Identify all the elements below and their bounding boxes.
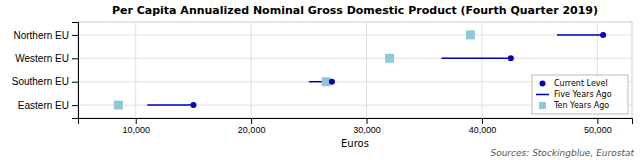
circle-marker <box>600 32 606 38</box>
circle-marker <box>508 55 514 61</box>
y-tick-label: Southern EU <box>12 76 69 87</box>
grid-line-x <box>135 22 136 118</box>
x-axis: 10,000 20,000 30,000 40,000 50,000 <box>79 118 633 135</box>
y-axis-line <box>72 23 79 119</box>
legend-box <box>532 75 628 114</box>
y-tick-mark <box>72 58 78 59</box>
y-axis: Northern EU Western EU Southern EU Eastern … <box>12 23 79 119</box>
segment <box>442 58 511 60</box>
x-tick-mark <box>482 118 483 124</box>
legend-label: Current Level <box>554 79 608 88</box>
y-tick-label: Western EU <box>15 53 69 64</box>
title: Per Capita Annualized Nominal Gross Dome… <box>112 4 598 17</box>
x-tick: 50,000 <box>584 118 612 135</box>
x-tick-label: 30,000 <box>353 125 381 135</box>
y-tick-mark <box>72 82 78 83</box>
legend-label: Five Years Ago <box>554 90 612 99</box>
plot-frame <box>78 22 632 118</box>
circle-marker <box>329 79 335 85</box>
x-tick-mark <box>597 118 598 124</box>
legend: Current Level Five Years Ago Ten Years Ago <box>532 75 628 114</box>
annotation: Sources: Stockingblue, Eurostat <box>490 148 634 158</box>
square-marker <box>466 30 475 39</box>
y-tick-label: Eastern EU <box>18 100 69 111</box>
segment <box>557 34 603 36</box>
y-tick-mark <box>72 35 78 36</box>
y-tick-label: Northern EU <box>13 30 69 41</box>
x-tick-mark <box>367 118 368 124</box>
y-tick: Northern EU <box>13 30 78 41</box>
square-marker <box>385 54 394 63</box>
grid-line-x <box>481 22 482 118</box>
legend-swatch <box>536 94 549 96</box>
grid-line-y <box>78 34 632 35</box>
legend-swatch <box>540 81 546 87</box>
x-tick: 20,000 <box>238 118 266 135</box>
y-tick-mark <box>72 105 78 106</box>
legend-swatch <box>539 102 546 109</box>
square-marker <box>114 101 123 110</box>
grid-line-x <box>251 22 252 118</box>
x-axis-title: Euros <box>341 138 369 149</box>
x-tick-label: 10,000 <box>122 125 150 135</box>
legend-label: Ten Years Ago <box>553 101 609 110</box>
x-tick-label: 20,000 <box>238 125 266 135</box>
x-tick: 30,000 <box>353 118 381 135</box>
x-tick-mark <box>136 118 137 124</box>
x-tick-mark <box>251 118 252 124</box>
grid <box>78 22 632 118</box>
y-tick: Southern EU <box>12 76 78 87</box>
x-axis-line <box>79 119 633 125</box>
segment <box>147 104 193 106</box>
circle-marker <box>190 102 196 108</box>
y-tick: Eastern EU <box>18 100 78 111</box>
grid-line-y <box>78 58 632 59</box>
x-tick-label: 50,000 <box>584 125 612 135</box>
x-tick: 40,000 <box>469 118 497 135</box>
x-tick: 10,000 <box>122 118 150 135</box>
plot: 10,000 20,000 30,000 40,000 50,000 Northern E… <box>12 22 633 135</box>
x-tick-label: 40,000 <box>469 125 497 135</box>
y-tick: Western EU <box>15 53 78 64</box>
chart: Per Capita Annualized Nominal Gross Dome… <box>0 0 640 160</box>
grid-line-x <box>366 22 367 118</box>
